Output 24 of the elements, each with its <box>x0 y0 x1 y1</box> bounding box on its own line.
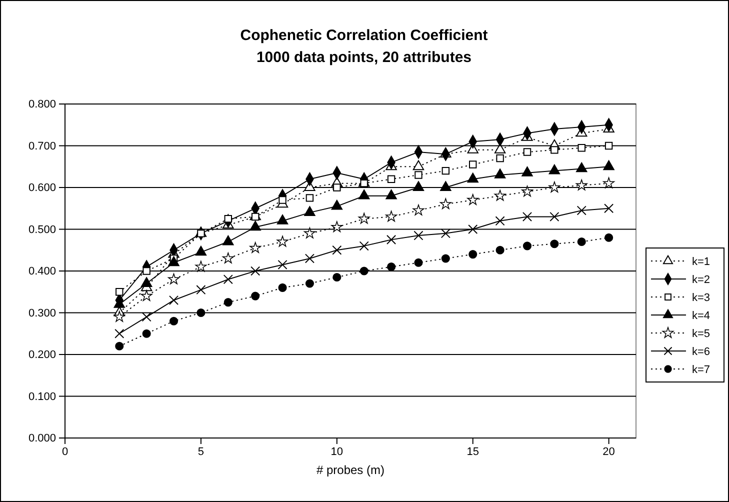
legend-label: k=5 <box>692 328 710 340</box>
y-tick-label: 0.500 <box>28 224 56 236</box>
y-tick-label: 0.800 <box>28 98 56 111</box>
x-tick-label: 20 <box>602 446 615 458</box>
x-tick-label: 10 <box>330 446 344 458</box>
legend-label: k=3 <box>692 292 710 304</box>
y-tick-label: 0.400 <box>28 266 56 278</box>
legend-label: k=7 <box>692 364 710 376</box>
x-axis-title: # probes (m) <box>316 463 385 477</box>
y-tick-label: 0.300 <box>28 307 56 320</box>
x-tick-label: 5 <box>198 446 204 458</box>
y-tick-label: 0.100 <box>28 390 56 403</box>
chart-title: Cophenetic Correlation Coefficient <box>240 27 488 44</box>
chart-subtitle: 1000 data points, 20 attributes <box>256 49 472 66</box>
legend-label: k=6 <box>692 346 710 358</box>
legend-label: k=4 <box>692 310 710 322</box>
legend-label: k=1 <box>692 256 710 268</box>
y-tick-label: 0.000 <box>28 432 56 445</box>
legend-label: k=2 <box>692 274 710 286</box>
x-tick-label: 0 <box>62 446 68 458</box>
y-tick-label: 0.600 <box>28 182 56 194</box>
x-tick-label: 15 <box>466 446 479 458</box>
y-tick-label: 0.200 <box>28 349 56 362</box>
y-tick-label: 0.700 <box>28 140 56 152</box>
